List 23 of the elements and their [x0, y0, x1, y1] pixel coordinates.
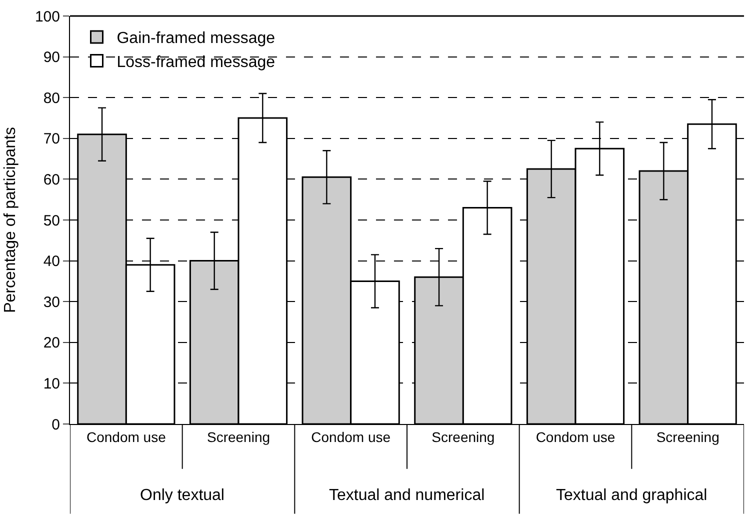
y-tick-label: 60	[43, 171, 60, 188]
x-tick-label: Condom use	[536, 428, 616, 445]
y-tick-label: 100	[34, 8, 60, 26]
legend-label: Loss-framed message	[116, 54, 276, 72]
y-tick-label: 30	[43, 294, 60, 311]
x-tick-label: Screening	[206, 428, 270, 445]
y-tick-label: 0	[52, 416, 60, 434]
y-axis-title: Percentage of participants	[2, 127, 19, 313]
y-tick-label: 10	[43, 375, 60, 392]
x-tick-label: Condom use	[311, 428, 391, 445]
y-tick-label: 40	[43, 253, 60, 270]
legend-label: Gain-framed message	[116, 30, 276, 48]
x-tick-label: Condom use	[86, 428, 166, 445]
text: Textual and numerical	[329, 487, 485, 504]
y-tick-label: 50	[43, 212, 60, 230]
y-tick-label: 80	[43, 90, 60, 107]
x-tick-label: Screening	[432, 428, 495, 445]
text: Textual and graphical	[556, 487, 708, 504]
y-tick-label: 20	[43, 334, 60, 352]
y-tick-label: 70	[43, 130, 60, 148]
x-tick-label: Screening	[656, 428, 720, 445]
text: Only textual	[140, 487, 224, 504]
y-tick-label: 90	[43, 49, 60, 66]
